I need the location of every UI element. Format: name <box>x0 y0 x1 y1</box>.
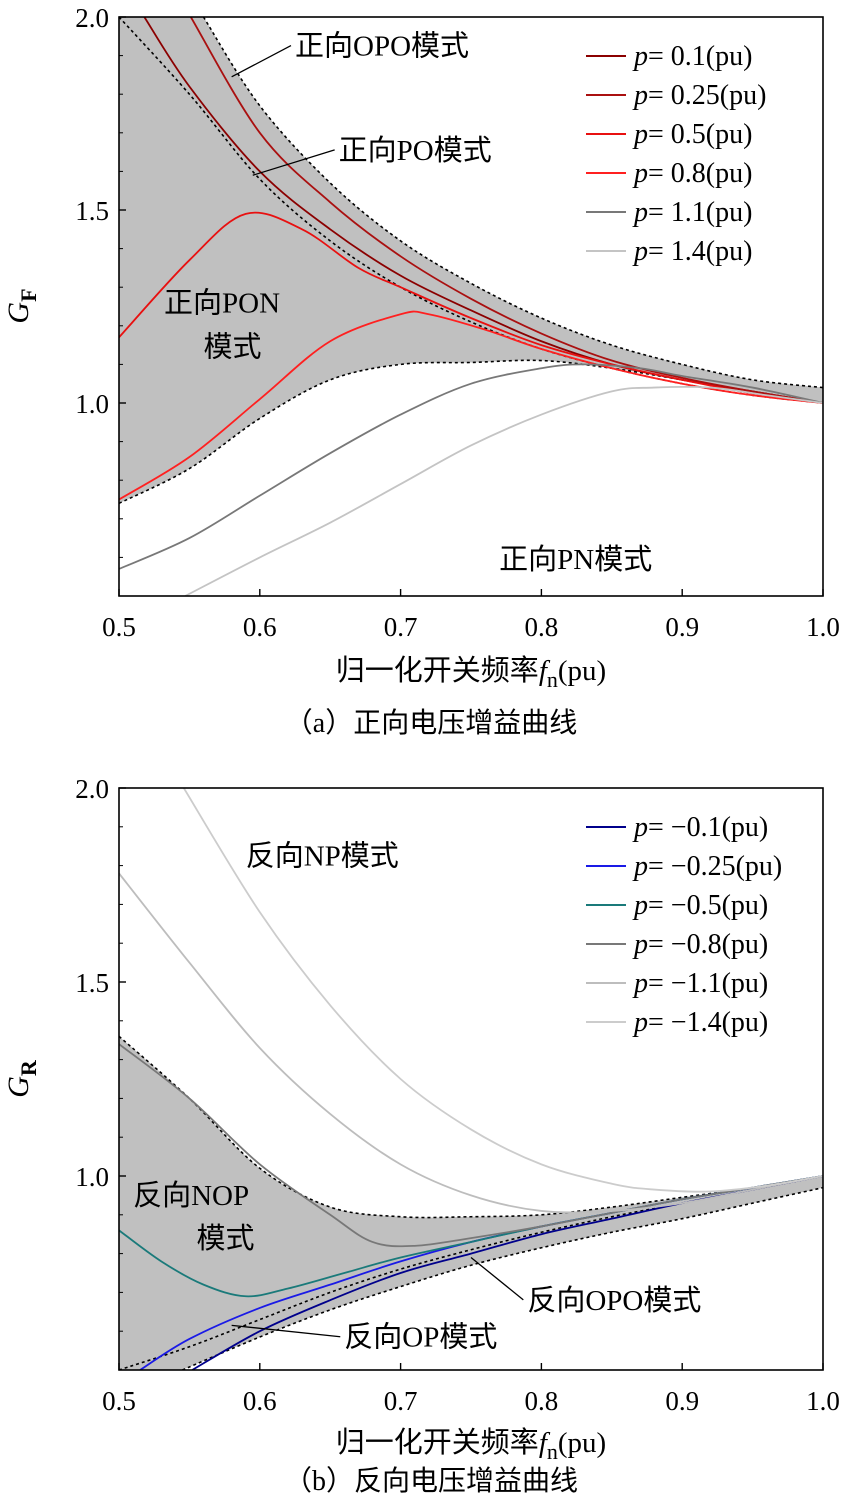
legend-label-a-0: p= 0.1(pu) <box>632 41 752 72</box>
legend-b: p= −0.1(pu) p= −0.25(pu) p= −0.5(pu) p= −0.… <box>586 812 782 1038</box>
y-tick-label-b-2: 2.0 <box>75 774 109 804</box>
x-tick-label-a-5: 1.0 <box>806 612 840 642</box>
legend-label-a-3: p= 0.8(pu) <box>632 158 752 189</box>
series-line-a-4 <box>119 363 823 570</box>
series-line-b-4 <box>119 872 823 1214</box>
plot-area-a <box>119 17 823 596</box>
plot-area-b <box>119 788 823 1370</box>
axes-frame-b <box>118 787 824 1371</box>
x-tick-label-a-0: 0.5 <box>102 612 136 642</box>
boundary-mid-a <box>119 17 823 404</box>
x-tick-label-b-2: 0.7 <box>384 1386 418 1416</box>
boundary-lower-b <box>182 1186 823 1370</box>
legend-label-a-2: p= 0.5(pu) <box>632 119 752 150</box>
x-axis-label-a: 归一化开关频率fn(pu) <box>336 654 606 692</box>
x-tick-label-a-2: 0.7 <box>384 612 418 642</box>
y-tick-label-a-0: 1.0 <box>75 389 109 419</box>
y-tick-label-b-1: 1.5 <box>75 968 109 998</box>
series-line-a-3 <box>119 310 823 501</box>
boundary-upper-b <box>119 1035 823 1219</box>
boundary-mid-b <box>119 1175 823 1370</box>
x-tick-label-a-1: 0.6 <box>243 612 277 642</box>
x-tick-label-b-0: 0.5 <box>102 1386 136 1416</box>
legend-label-b-3: p= −0.8(pu) <box>632 929 768 960</box>
panel-a-forward-gain: 0.5 0.6 0.7 0.8 0.9 1.0 1.0 1.5 2.0 GF 归一化开关频率fn(p… <box>2 3 840 739</box>
annotation-a-2: 正向PON <box>164 286 280 319</box>
y-tick-label-a-1: 1.5 <box>75 196 109 226</box>
shaded-region-a <box>119 17 823 504</box>
shaded-region-b-lower <box>119 1176 823 1370</box>
legend-label-b-2: p= −0.5(pu) <box>632 890 768 921</box>
legend-label-b-5: p= −1.4(pu) <box>632 1007 768 1038</box>
annotation-pointer-a-0 <box>231 45 292 78</box>
legend-label-a-1: p= 0.25(pu) <box>632 80 766 111</box>
annotation-pointer-b-3 <box>470 1256 524 1301</box>
series-line-a-1 <box>190 17 823 404</box>
x-tick-label-b-4: 0.9 <box>665 1386 699 1416</box>
caption-a: （a）正向电压增益曲线 <box>285 707 577 739</box>
series-line-a-2 <box>119 211 823 404</box>
annotation-a-3: 模式 <box>203 331 261 364</box>
annotation-b-0: 反向NP模式 <box>246 840 399 873</box>
axes-frame-a <box>118 16 824 597</box>
x-tick-label-a-4: 0.9 <box>665 612 699 642</box>
y-tick-label-b-0: 1.0 <box>75 1162 109 1192</box>
x-tick-label-b-3: 0.8 <box>525 1386 559 1416</box>
legend-a: p= 0.1(pu) p= 0.25(pu) p= 0.5(pu) p= 0.8(pu… <box>586 41 766 267</box>
y-axis-label-a: GF <box>2 288 41 323</box>
series-line-a-5 <box>184 385 823 596</box>
annotation-b-1: 反向NOP <box>133 1179 249 1212</box>
x-tick-label-b-5: 1.0 <box>806 1386 840 1416</box>
series-line-b-3 <box>119 1043 823 1248</box>
annotation-b-2: 模式 <box>196 1222 254 1255</box>
annotation-a-4: 正向PN模式 <box>499 543 652 576</box>
legend-label-b-0: p= −0.1(pu) <box>632 812 768 843</box>
annotation-a-0: 正向OPO模式 <box>295 30 469 63</box>
x-tick-label-a-3: 0.8 <box>525 612 559 642</box>
boundary-upper-a <box>202 17 823 389</box>
panel-b-reverse-gain: 0.5 0.6 0.7 0.8 0.9 1.0 1.0 1.5 2.0 GR 归一化开关频率fn(p… <box>2 774 840 1497</box>
annotation-pointer-b-4 <box>231 1324 341 1338</box>
x-tick-label-b-1: 0.6 <box>243 1386 277 1416</box>
annotation-pointer-a-1 <box>252 149 335 176</box>
y-axis-label-b: GR <box>2 1059 41 1098</box>
annotation-a-1: 正向PO模式 <box>339 134 492 167</box>
legend-label-a-4: p= 1.1(pu) <box>632 197 752 228</box>
legend-label-a-5: p= 1.4(pu) <box>632 236 752 267</box>
caption-b: （b）反向电压增益曲线 <box>284 1465 578 1497</box>
legend-label-b-1: p= −0.25(pu) <box>632 851 782 882</box>
annotation-b-3: 反向OPO模式 <box>527 1284 701 1317</box>
y-tick-label-a-2: 2.0 <box>75 3 109 33</box>
legend-label-b-4: p= −1.1(pu) <box>632 968 768 999</box>
annotation-b-4: 反向OP模式 <box>344 1321 497 1354</box>
x-axis-label-b: 归一化开关频率fn(pu) <box>336 1426 606 1464</box>
series-line-b-5 <box>183 788 823 1193</box>
